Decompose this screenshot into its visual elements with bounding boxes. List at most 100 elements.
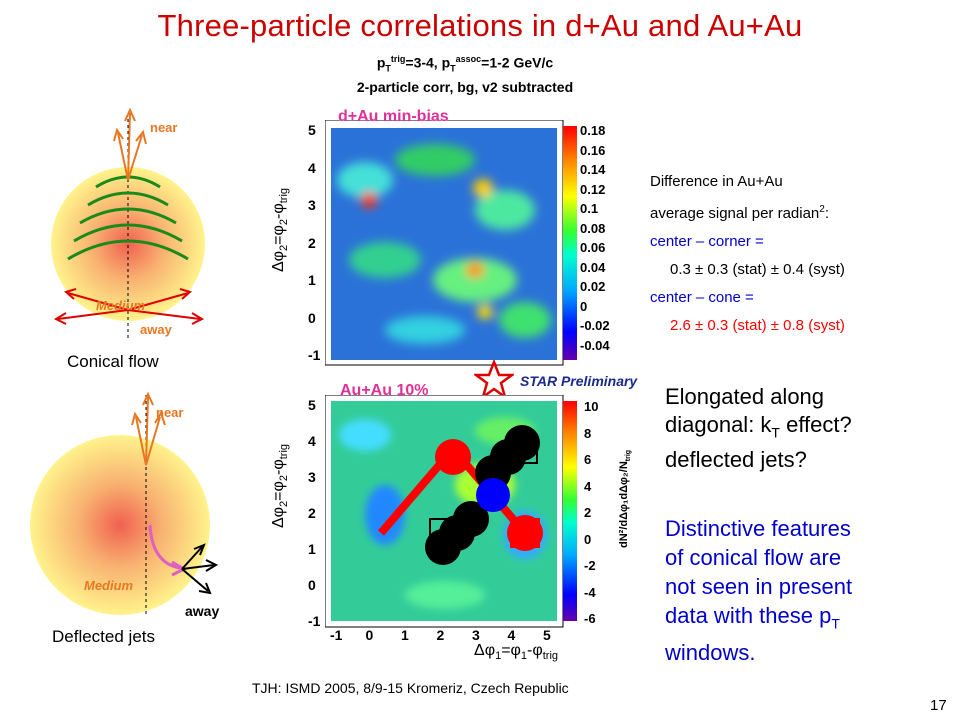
page-number: 17	[930, 697, 947, 714]
deflection-curve	[148, 524, 181, 570]
top-cticks-11: -0.04	[580, 337, 610, 353]
assoc-sup: assoc	[455, 54, 482, 64]
top-panel-label: d+Au min-bias	[338, 108, 449, 125]
distinctive-line5: windows.	[665, 640, 756, 666]
difference-line2: average signal per radian2:	[650, 204, 830, 222]
deflected-medium-label: Medium	[84, 578, 134, 593]
top-cticks-0: 0.18	[580, 123, 606, 138]
bot-yticks-0: 5	[308, 397, 316, 413]
slide-subtitle: pTtrig=3-4, pTassoc=1-2 GeV/c 2-particle…	[300, 50, 630, 97]
bottom-heatmap	[325, 395, 577, 628]
center-cone-label: center – cone =	[650, 289, 754, 306]
star-preliminary-label: STAR Preliminary	[520, 373, 638, 389]
top-cticks-6: 0.06	[580, 240, 606, 255]
top-cticks-1: 0.16	[580, 142, 606, 158]
away-arrows	[53, 288, 205, 325]
wavefront-arcs	[67, 175, 189, 261]
deflected-near-label: near	[156, 405, 184, 420]
top-y-axis-label: Δφ2=φ2-φtrig	[270, 187, 291, 272]
bot-cticks-2: 6	[584, 452, 592, 467]
distinctive-block: Distinctive features of conical flow are…	[665, 514, 955, 667]
bottom-x-axis-label: Δφ1=φ1-φtrig	[474, 642, 559, 663]
conical-away-label: away	[140, 322, 172, 337]
center-marker	[476, 478, 510, 512]
pt-sub: T	[385, 63, 391, 74]
conical-flow-caption: Conical flow	[67, 352, 159, 371]
top-heatmap	[325, 120, 577, 366]
corner-markers	[425, 425, 543, 565]
subtitle-mid1: =3-4, p	[405, 54, 451, 71]
bot-yticks-3: 2	[308, 505, 316, 521]
distinctive-line3: not seen in present	[665, 574, 853, 599]
bot-cticks-4: 2	[584, 505, 592, 520]
top-cticks-5: 0.08	[580, 220, 606, 236]
footer-citation: TJH: ISMD 2005, 8/9-15 Kromeriz, Czech R…	[252, 680, 569, 696]
medium-blob-bottom	[30, 435, 210, 615]
top-colorbar	[563, 126, 577, 360]
difference-block: Difference in Au+Au average signal per r…	[650, 168, 950, 340]
star-logo-icon	[474, 360, 514, 400]
bot-cticks-5: 0	[584, 531, 592, 547]
deflected-near-arrows	[131, 391, 166, 466]
bottom-y-axis-label: Δφ2=φ2-φtrig	[270, 443, 291, 528]
center-corner-value: 0.3 ± 0.3 (stat) ± 0.4 (syst)	[670, 261, 845, 278]
bot-cticks-8: -6	[584, 611, 596, 626]
difference-line1: Difference in Au+Au	[650, 173, 783, 190]
bot-xticks-2: 1	[401, 627, 409, 643]
top-yticks-0: 5	[308, 122, 316, 138]
conical-flow-diagram	[51, 107, 205, 340]
top-yticks-2: 3	[308, 197, 316, 213]
bot-xticks-6: 5	[543, 627, 551, 643]
bot-yticks-2: 3	[308, 469, 316, 485]
distinctive-line2: of conical flow are	[665, 545, 842, 570]
conical-near-label: near	[150, 120, 178, 135]
trig-sup: trig	[390, 54, 406, 64]
bot-yticks-1: 4	[308, 433, 316, 449]
center-corner-label: center – corner =	[650, 233, 764, 250]
subtitle-mid2: =1-2 GeV/c	[481, 54, 554, 71]
subtitle-line2: 2-particle corr, bg, v2 subtracted	[356, 79, 574, 96]
deflected-away-arrows	[181, 543, 219, 595]
elongated-line2: diagonal: kT effect?	[665, 412, 852, 441]
elongated-line3: deflected jets?	[665, 447, 807, 473]
conical-medium-label: Medium	[96, 298, 146, 313]
top-cticks-2: 0.14	[580, 162, 606, 177]
bot-cticks-6: -2	[584, 558, 596, 573]
bot-yticks-5: 0	[308, 577, 316, 593]
bot-cticks-7: -4	[584, 584, 596, 600]
bot-yticks-6: -1	[308, 613, 321, 629]
slide-title: Three-particle correlations in d+Au and …	[157, 8, 803, 43]
top-cticks-8: 0.02	[580, 279, 606, 294]
bot-xticks-3: 2	[436, 627, 445, 643]
colorbar-z-label: dN²/dΔφ₁dΔφ₂/Ntrig	[618, 449, 633, 548]
top-cticks-10: -0.02	[580, 318, 610, 333]
bot-cticks-0: 10	[584, 399, 599, 414]
top-cticks-3: 0.12	[580, 181, 606, 197]
bot-yticks-4: 1	[308, 541, 316, 557]
top-cticks-9: 0	[580, 298, 588, 314]
subtitle-line1: pTtrig=3-4, pTassoc=1-2 GeV/c	[300, 50, 630, 78]
deflected-jets-diagram	[30, 391, 219, 615]
center-cone-value: 2.6 ± 0.3 (stat) ± 0.8 (syst)	[670, 317, 845, 334]
top-heatmap-blobs	[337, 144, 551, 344]
top-yticks-3: 2	[308, 234, 316, 251]
diagram-svg	[30, 107, 219, 615]
top-cticks-7: 0.04	[580, 259, 606, 275]
pt-sub-2: T	[450, 63, 456, 74]
bot-cticks-3: 4	[584, 478, 592, 494]
distinctive-line1: Distinctive features	[665, 516, 851, 541]
top-yticks-5: 0	[308, 309, 316, 326]
bot-xticks-0: -1	[330, 627, 343, 643]
bot-xticks-5: 4	[507, 627, 516, 643]
bottom-panel-label: Au+Au 10%	[340, 382, 429, 399]
bot-xticks-1: 0	[365, 627, 374, 643]
distinctive-line4: data with these pT	[665, 603, 840, 632]
top-cticks-4: 0.1	[580, 201, 599, 216]
deflected-jets-caption: Deflected jets	[52, 627, 155, 646]
near-arrows	[113, 107, 147, 181]
top-yticks-1: 4	[308, 159, 316, 176]
elongated-line1: Elongated along	[665, 384, 825, 409]
deflected-away-label: away	[185, 603, 220, 619]
bot-cticks-1: 8	[584, 425, 592, 441]
bot-xticks-4: 3	[472, 627, 480, 643]
